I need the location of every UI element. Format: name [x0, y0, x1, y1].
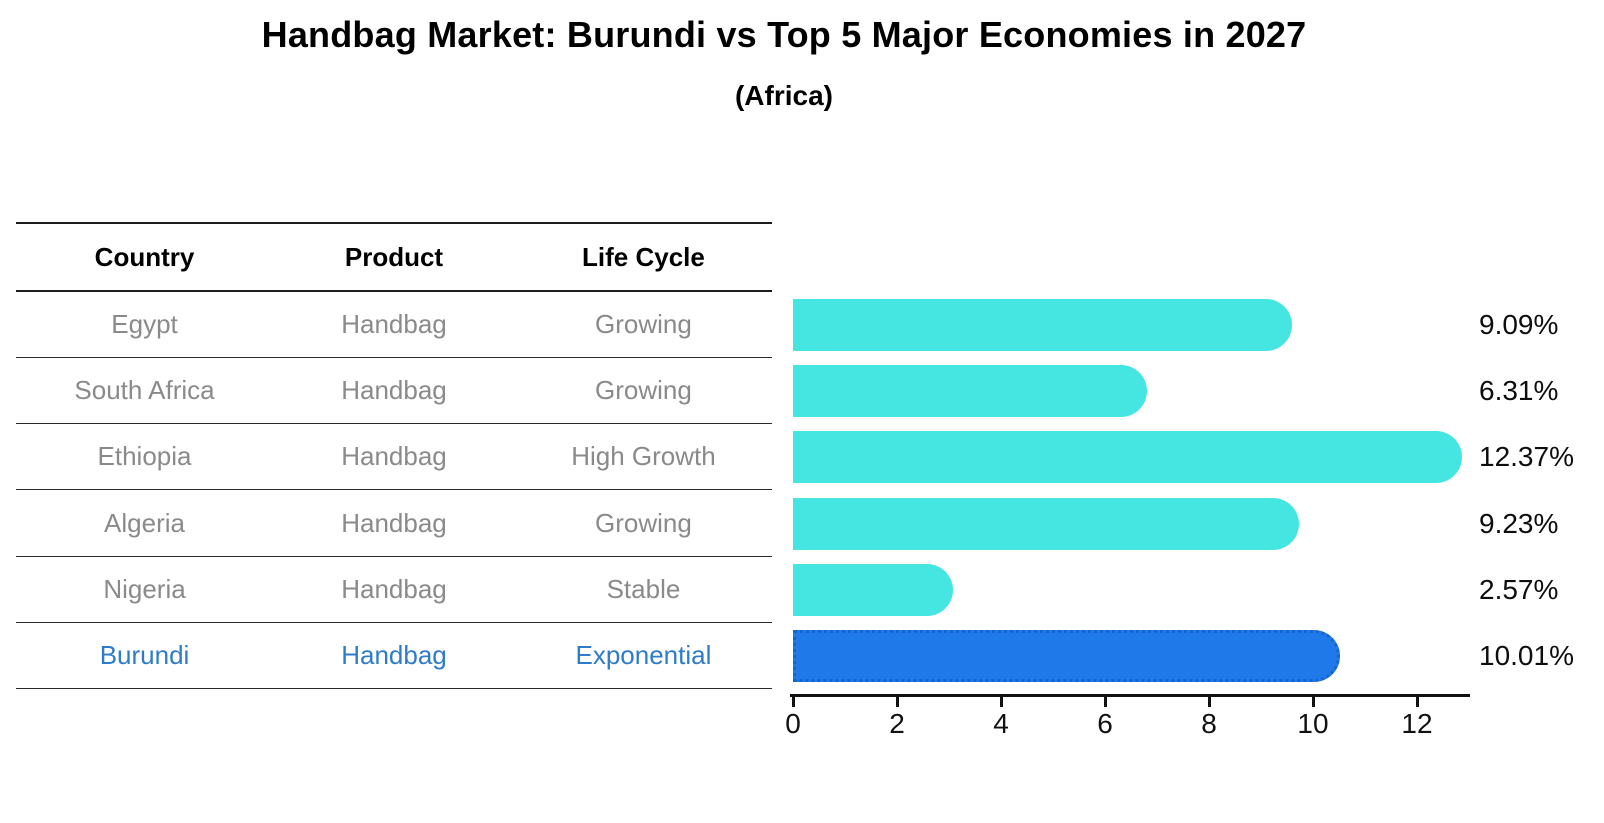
- value-label-ethiopia: 12.37%: [1479, 441, 1574, 473]
- value-label-south-africa: 6.31%: [1479, 375, 1559, 407]
- chart-subtitle: (Africa): [734, 80, 833, 111]
- column-header-country: Country: [94, 241, 195, 272]
- chart-title: Handbag Market: Burundi vs Top 5 Major E…: [261, 14, 1307, 55]
- x-axis-tick-label-10: 10: [1297, 708, 1329, 739]
- country-cell: Nigeria: [103, 573, 186, 604]
- x-axis-tick-4: [1000, 696, 1003, 707]
- x-axis-tick-label-0: 0: [785, 708, 801, 739]
- value-label-nigeria: 2.57%: [1479, 573, 1559, 605]
- table-row-ethiopia: Ethiopia Handbag High Growth: [16, 424, 772, 491]
- table-row-nigeria: Nigeria Handbag Stable: [16, 557, 772, 623]
- value-label-egypt: 9.09%: [1479, 309, 1559, 341]
- bar-nigeria: [793, 563, 953, 616]
- x-axis-line: [790, 694, 1470, 697]
- value-label-algeria: 9.23%: [1479, 507, 1559, 539]
- x-axis-tick-label-12: 12: [1401, 708, 1433, 739]
- life-cycle-cell: Growing: [595, 375, 692, 406]
- table-header-row: Country Product Life Cycle: [16, 224, 772, 292]
- product-cell: Handbag: [341, 375, 447, 406]
- product-cell: Handbag: [341, 507, 447, 538]
- country-cell: Burundi: [99, 639, 190, 670]
- x-axis-tick-6: [1104, 696, 1107, 707]
- x-axis-tick-label-2: 2: [889, 708, 905, 739]
- x-axis-tick-label-8: 8: [1201, 708, 1217, 739]
- x-axis-tick-label-4: 4: [993, 708, 1009, 739]
- table-row-egypt: Egypt Handbag Growing: [16, 292, 772, 359]
- product-cell: Handbag: [341, 639, 447, 670]
- x-axis-tick-8: [1208, 696, 1211, 707]
- bar-burundi: [793, 629, 1340, 682]
- column-header-life-cycle: Life Cycle: [582, 241, 705, 272]
- economies-table: Country Product Life Cycle Egypt Handbag Gro…: [16, 222, 772, 689]
- column-header-product: Product: [344, 241, 444, 272]
- country-cell: Egypt: [111, 309, 178, 340]
- life-cycle-cell: Exponential: [575, 639, 712, 670]
- life-cycle-cell: Growing: [595, 507, 692, 538]
- country-cell: Ethiopia: [97, 441, 192, 472]
- table-row-algeria: Algeria Handbag Growing: [16, 490, 772, 557]
- table-row-burundi: Burundi Handbag Exponential: [16, 623, 772, 689]
- product-cell: Handbag: [341, 441, 447, 472]
- country-cell: South Africa: [74, 375, 215, 406]
- x-axis-tick-10: [1312, 696, 1315, 707]
- life-cycle-cell: High Growth: [571, 441, 716, 472]
- life-cycle-cell: Growing: [595, 309, 692, 340]
- table-row-south-africa: South Africa Handbag Growing: [16, 358, 772, 425]
- bar-egypt: [793, 299, 1292, 352]
- bar-algeria: [793, 497, 1299, 550]
- country-cell: Algeria: [104, 507, 185, 538]
- x-axis-tick-0: [792, 696, 795, 707]
- life-cycle-cell: Stable: [606, 573, 681, 604]
- x-axis-tick-12: [1416, 696, 1419, 707]
- product-cell: Handbag: [341, 309, 447, 340]
- x-axis-tick-label-6: 6: [1097, 708, 1113, 739]
- product-cell: Handbag: [341, 573, 447, 604]
- bar-south-africa: [793, 365, 1147, 418]
- x-axis-tick-2: [896, 696, 899, 707]
- value-label-burundi: 10.01%: [1479, 639, 1574, 671]
- bar-ethiopia: [793, 431, 1462, 484]
